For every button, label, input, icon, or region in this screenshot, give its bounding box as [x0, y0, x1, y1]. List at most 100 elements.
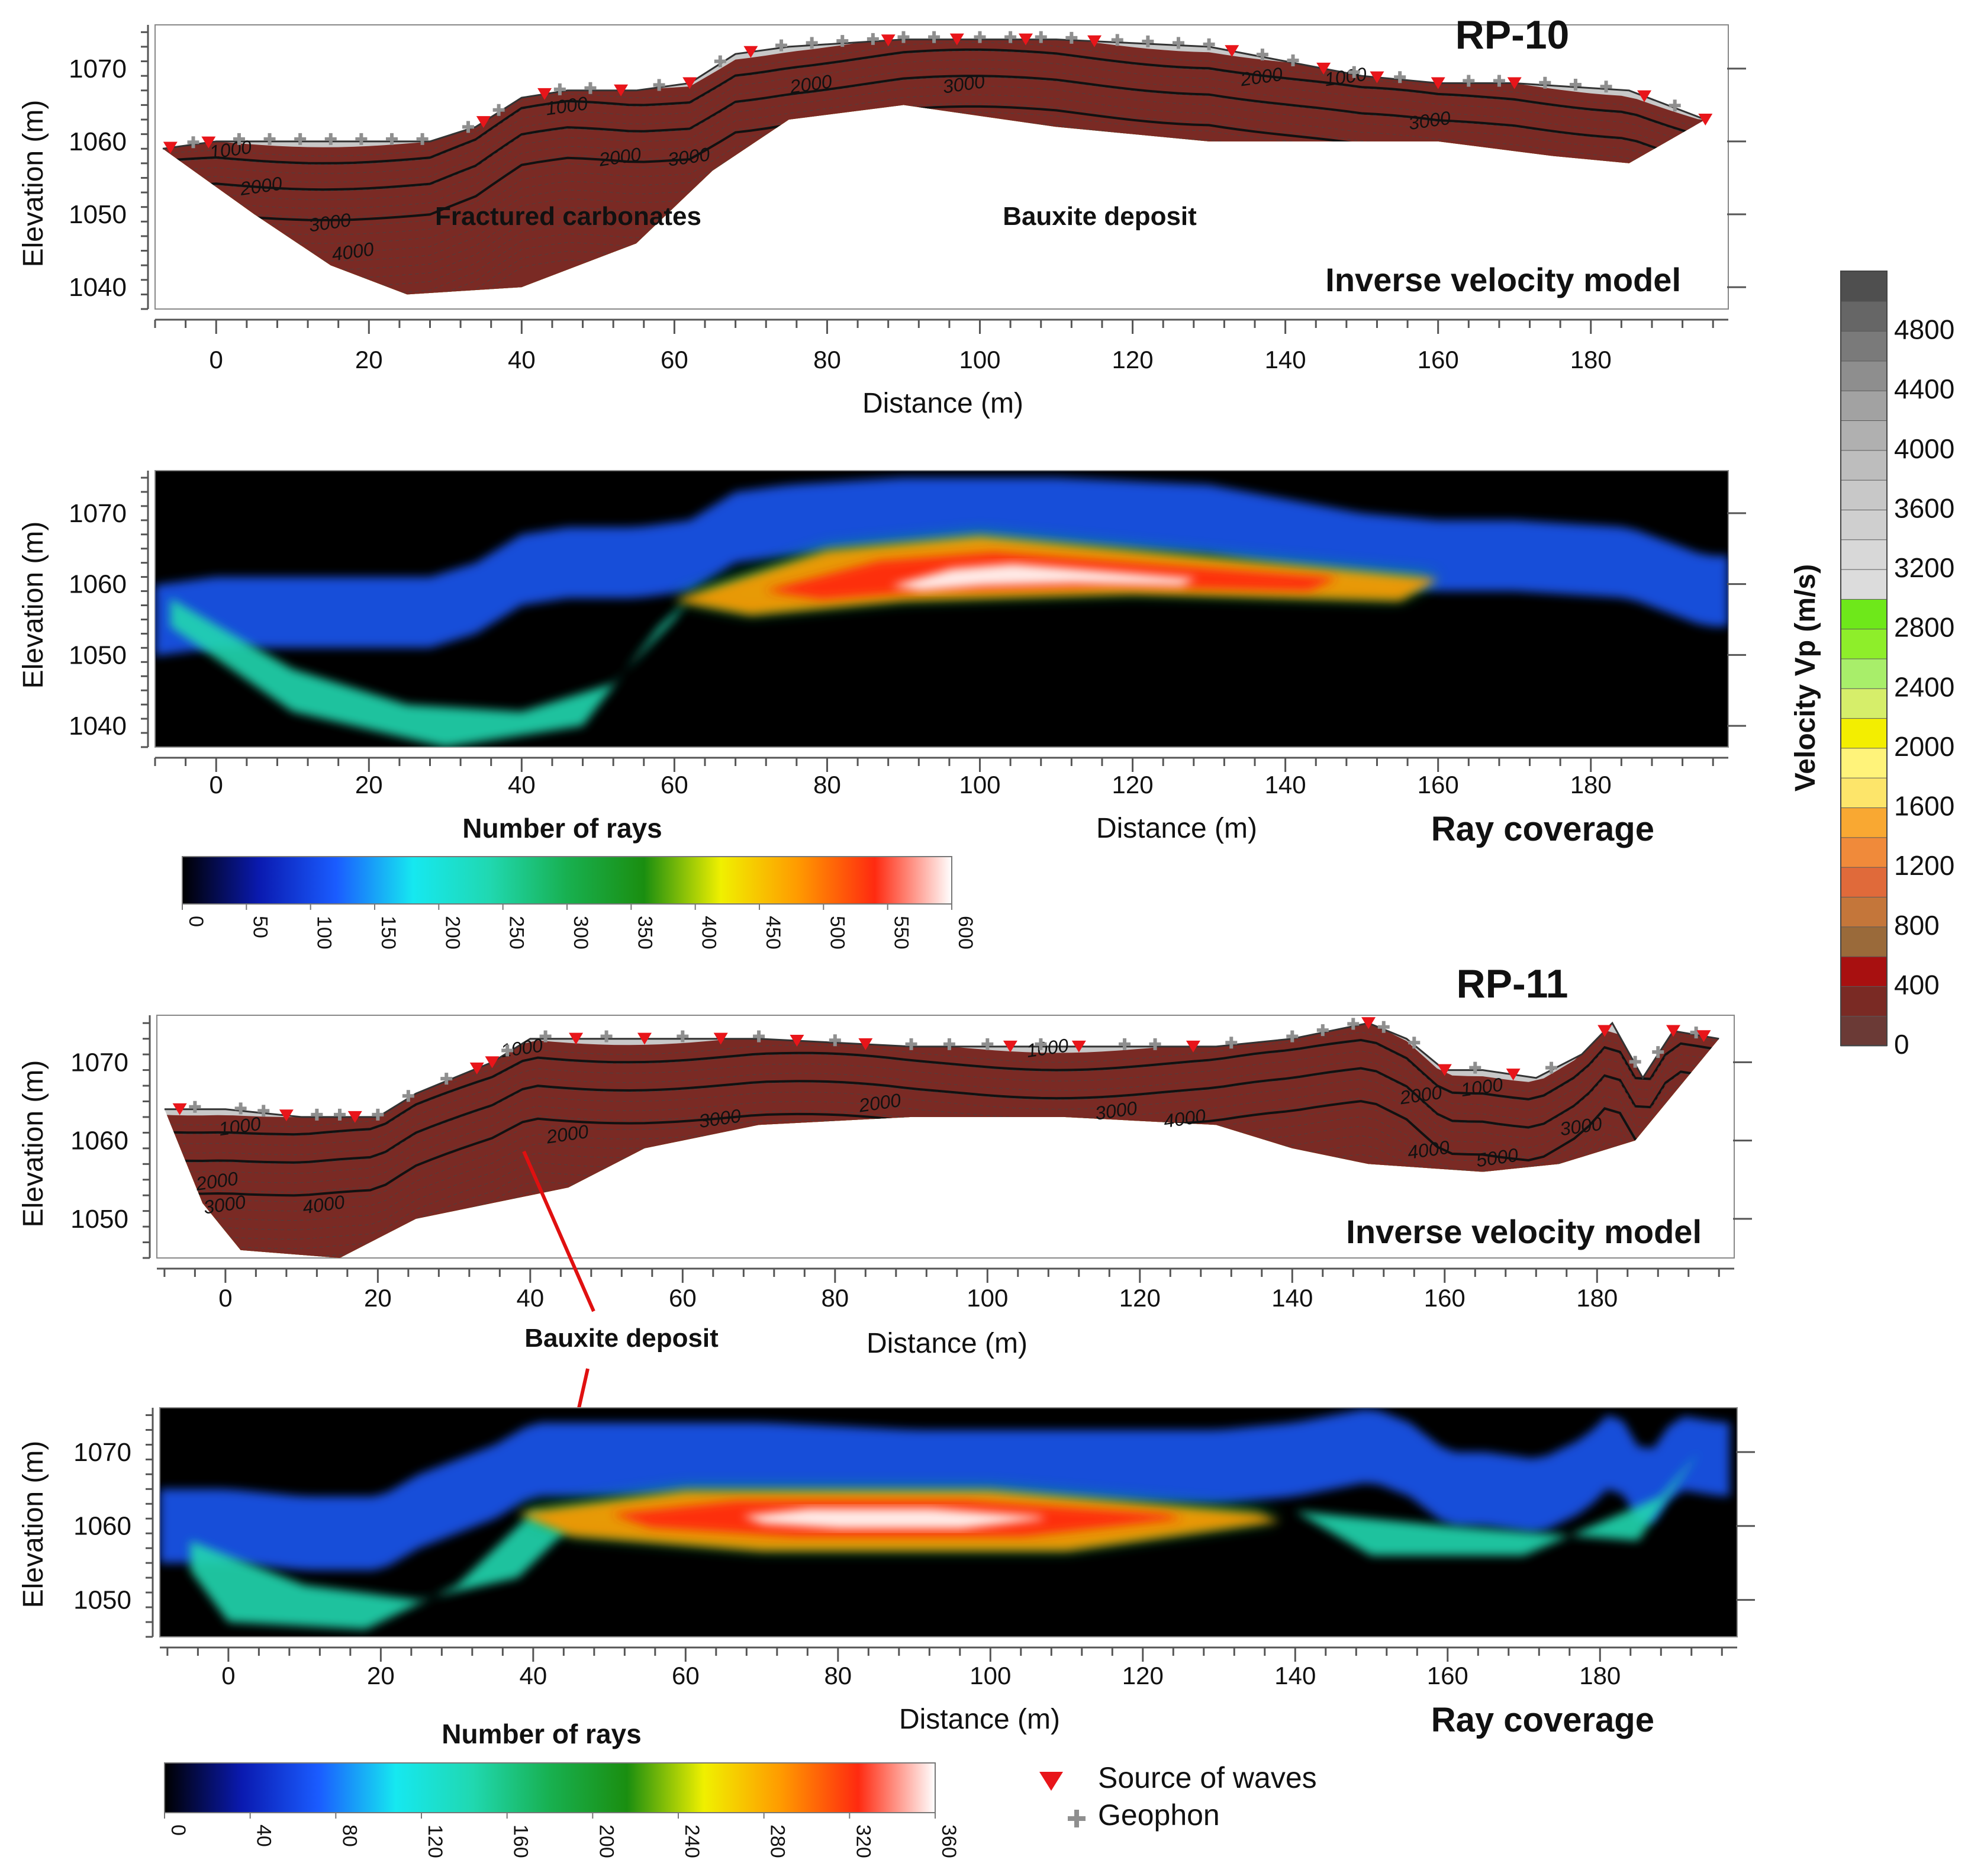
- rays-colorbar-label: 280: [766, 1824, 789, 1858]
- x-tick-label: 80: [813, 771, 841, 799]
- rp11-velocity-xlabel: Distance (m): [867, 1328, 1028, 1359]
- geophone-marker: [1600, 81, 1612, 93]
- rp11-number-of-rays-label: Number of rays: [442, 1719, 641, 1749]
- x-tick-label: 160: [1427, 1662, 1468, 1690]
- deep-ray-arc: [170, 598, 690, 747]
- geophone-marker: [584, 82, 597, 94]
- velocity-colorbar-label: 3200: [1894, 552, 1954, 583]
- geophone-marker: [1377, 1021, 1390, 1033]
- velocity-colorbar-label: 800: [1894, 910, 1940, 941]
- source-marker: [201, 136, 216, 149]
- geophone-marker: [372, 1108, 384, 1121]
- velocity-colorbar-label: 2400: [1894, 671, 1954, 702]
- source-marker: [881, 34, 896, 47]
- ray-lens-white: [891, 564, 1197, 591]
- x-tick-label: 20: [355, 771, 383, 799]
- rays-colorbar-label: 320: [852, 1824, 874, 1858]
- velocity-colorbar-cell: [1840, 390, 1888, 421]
- source-marker: [172, 1103, 187, 1115]
- y-tick-label: 1060: [70, 1127, 128, 1156]
- velocity-colorbar-cell: [1840, 866, 1888, 897]
- source-legend-label: Source of waves: [1098, 1761, 1317, 1794]
- contour-line: [164, 1038, 1719, 1136]
- rp10-model-label: Inverse velocity model: [1325, 261, 1681, 298]
- rp10-rays-colorbar: 0 50 100 150 200 250 300 350 400 450 500 550 600: [182, 856, 977, 950]
- velocity-colorbar-cell: [1840, 807, 1888, 838]
- ray-right-arc: [1295, 1452, 1699, 1556]
- geophone-marker: [385, 133, 398, 145]
- geophone-marker: [501, 1044, 514, 1057]
- velocity-colorbar-label: 2800: [1894, 612, 1954, 643]
- source-marker: [858, 1038, 873, 1050]
- velocity-colorbar-cell: [1840, 955, 1888, 987]
- geophone-legend-label: Geophon: [1098, 1798, 1220, 1832]
- x-tick-label: 40: [508, 771, 536, 799]
- geophone-marker: [829, 1034, 841, 1047]
- x-tick-label: 80: [824, 1662, 852, 1690]
- x-tick-label: 60: [669, 1284, 697, 1312]
- x-tick-label: 160: [1424, 1284, 1466, 1312]
- source-marker: [485, 1056, 500, 1069]
- rp11-rays-panel: 0 20 40 60 80 100 120 140 160 180 1050 1060 1070 Dis…: [18, 1407, 1755, 1858]
- minor-contour: [164, 1069, 1719, 1165]
- velocity-colorbar-cell: [1840, 717, 1888, 749]
- rp11-velocity-ticks: 0 20 40 60 80 100 120 140 160 180 1050 1060 1070: [70, 1015, 1752, 1312]
- geophone-marker: [187, 136, 199, 149]
- minor-contour: [164, 1032, 1719, 1127]
- rays-colorbar-fill: [182, 856, 952, 905]
- geophone-marker: [943, 1038, 955, 1050]
- source-marker: [1225, 45, 1239, 57]
- source-legend-marker: [1039, 1772, 1063, 1791]
- x-tick-label: 0: [221, 1662, 235, 1690]
- x-tick-label: 160: [1418, 771, 1459, 799]
- rays-colorbar-fill: [164, 1762, 936, 1813]
- minor-contour: [162, 59, 1706, 174]
- x-tick-label: 140: [1265, 771, 1306, 799]
- rays-colorbar-label: 40: [253, 1824, 275, 1847]
- geophone-marker: [600, 1030, 613, 1042]
- x-tick-label: 120: [1112, 771, 1154, 799]
- y-tick-label: 1040: [69, 712, 127, 741]
- rays-colorbar-label: 200: [595, 1824, 617, 1858]
- rp11-rays-image: [160, 1409, 1730, 1630]
- geophone-marker: [1347, 1018, 1360, 1030]
- geophone-marker: [440, 1073, 453, 1085]
- velocity-colorbar-cell: [1840, 926, 1888, 957]
- contour-line: [162, 75, 1706, 191]
- geophone-marker: [553, 83, 566, 95]
- rays-colorbar-label: 100: [313, 916, 336, 950]
- velocity-colorbar-cell: [1840, 628, 1888, 659]
- x-tick-label: 180: [1579, 1662, 1621, 1690]
- rp11-rays-ylabel: Elevation (m): [18, 1441, 49, 1608]
- geophone-marker: [1035, 1038, 1047, 1050]
- velocity-colorbar-cell: [1840, 479, 1888, 510]
- geophone-marker: [1669, 99, 1681, 112]
- velocity-colorbar-label: 3600: [1894, 493, 1954, 523]
- velocity-colorbar-cell: [1840, 271, 1888, 302]
- velocity-colorbar-frame: [1840, 271, 1888, 1046]
- geophone-marker: [753, 1030, 765, 1042]
- rays-colorbar-label: 200: [441, 916, 463, 950]
- velocity-colorbar: Velocity Vp (m/s) 0 400 800 1200 1600 2000 240…: [1790, 271, 1954, 1060]
- source-marker: [1698, 114, 1713, 126]
- rp10-surface-markers: [163, 31, 1713, 154]
- rp10-title: RP-10: [1455, 12, 1570, 57]
- velocity-colorbar-cell: [1840, 836, 1888, 868]
- geophone-marker: [333, 1108, 346, 1121]
- source-marker: [163, 141, 178, 154]
- minor-contour: [164, 1060, 1719, 1156]
- velocity-colorbar-cell: [1840, 360, 1888, 391]
- geophone-marker: [1652, 1046, 1664, 1058]
- source-marker: [1370, 71, 1384, 83]
- geophone-marker: [1286, 1030, 1299, 1042]
- geophone-marker: [1119, 1038, 1131, 1050]
- geophone-marker: [402, 1090, 414, 1102]
- deep-ray-arc: [190, 1511, 572, 1630]
- rp11-title: RP-11: [1457, 961, 1568, 1006]
- rays-colorbar-label: 0: [185, 916, 207, 927]
- source-marker: [713, 1032, 728, 1045]
- geophone-marker: [1203, 38, 1215, 50]
- geophone-marker: [1394, 71, 1406, 83]
- x-tick-label: 120: [1119, 1284, 1161, 1312]
- y-tick-label: 1060: [73, 1512, 131, 1541]
